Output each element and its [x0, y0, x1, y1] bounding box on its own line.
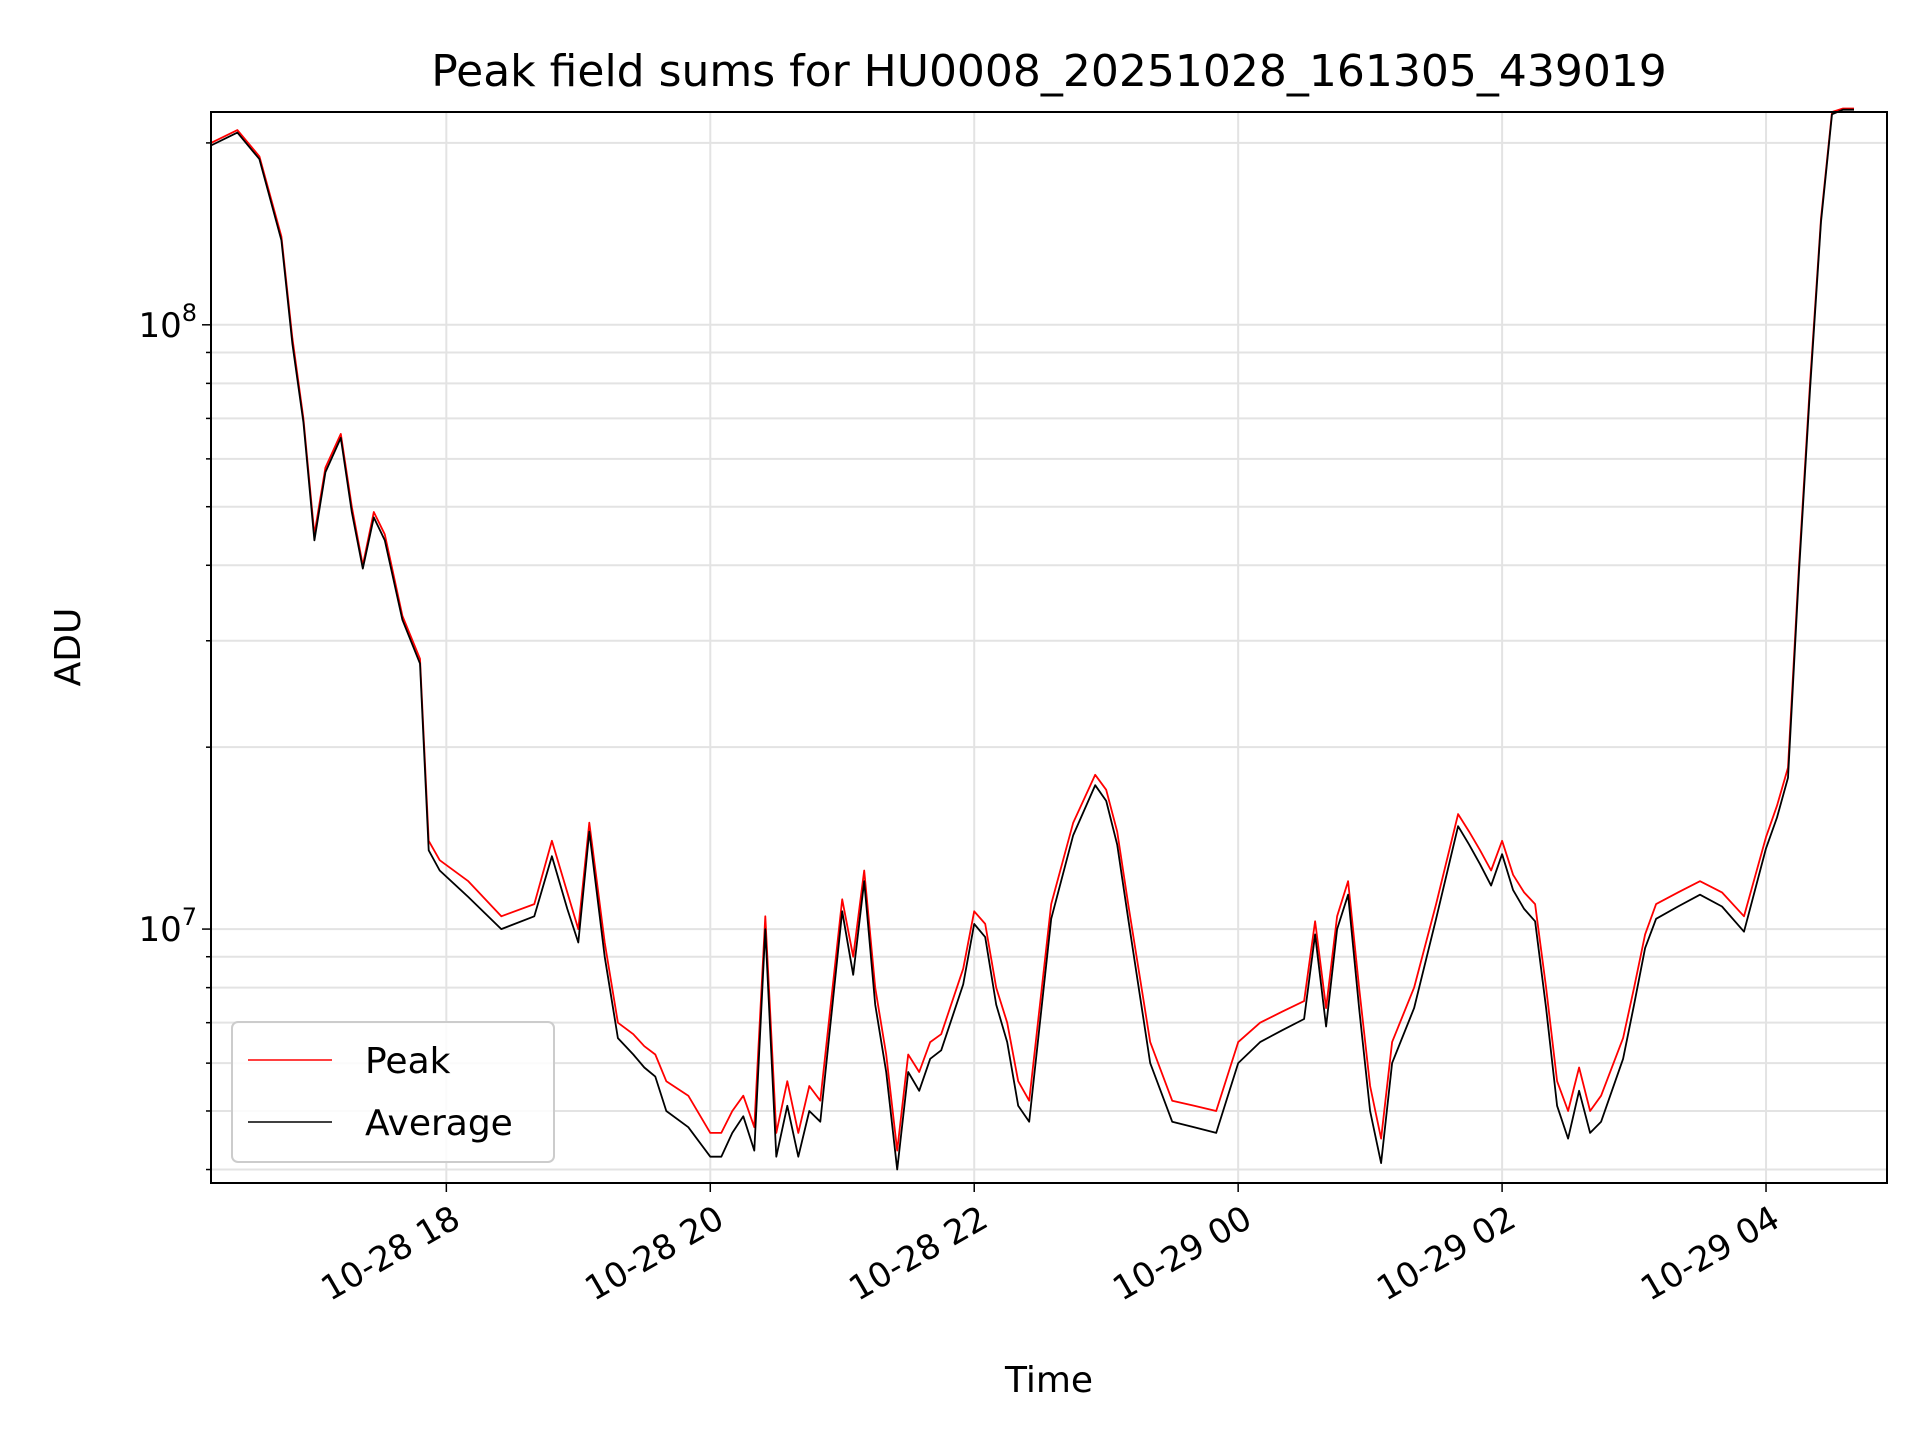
y-tick-label: 108: [138, 299, 197, 346]
x-axis-label: Time: [1004, 1360, 1093, 1401]
y-axis-label: ADU: [48, 608, 89, 687]
legend-label-peak: Peak: [365, 1041, 451, 1082]
series-layer: [210, 107, 1854, 1171]
legend-label-average: Average: [365, 1103, 513, 1144]
y-tick-base: 10: [138, 910, 181, 950]
y-tick-base: 10: [138, 306, 181, 346]
legend: Peak Average: [231, 1021, 555, 1163]
plot-frame: [210, 111, 1888, 1184]
chart-title: Peak field sums for HU0008_20251028_1613…: [431, 46, 1667, 97]
y-tick-exponent: 8: [182, 299, 197, 327]
series-line-peak: [210, 107, 1854, 1152]
y-tick-label: 107: [138, 903, 197, 950]
series-line-average: [210, 108, 1854, 1171]
legend-box: [231, 1021, 555, 1163]
y-tick-exponent: 7: [182, 903, 197, 931]
